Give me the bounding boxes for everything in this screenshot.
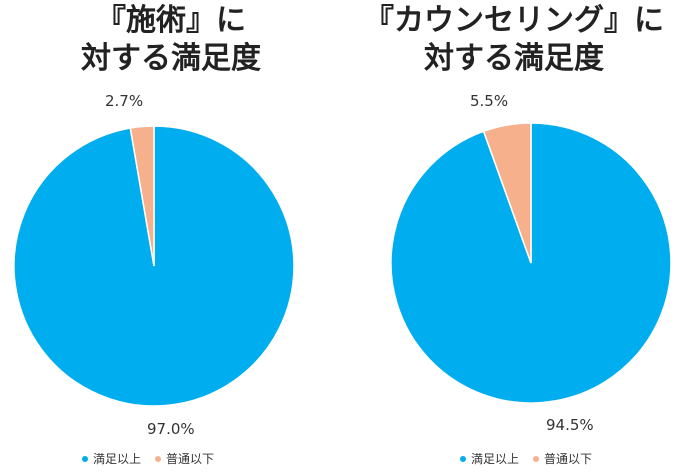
pie-chart-treatment (13, 125, 295, 407)
data-label-below: 5.5% (470, 92, 509, 110)
data-label-below: 2.7% (105, 92, 144, 110)
legend-item-satisfied: 満足以上 (460, 450, 519, 467)
legend-label: 普通以下 (166, 452, 215, 466)
legend: 満足以上 普通以下 (460, 450, 606, 467)
chart-title-line-1: 『カウンセリング』に (364, 3, 664, 38)
legend-label: 満足以上 (93, 452, 142, 466)
legend-swatch-icon (155, 455, 162, 462)
data-label-satisfied: 97.0% (147, 420, 195, 438)
chart-panel-treatment: 『施術』に 対する満足度 2.7% 97.0% 満足以上 普通以下 (0, 0, 342, 475)
legend-label: 普通以下 (544, 452, 593, 466)
legend-swatch-icon (533, 455, 540, 462)
chart-title-line-2: 対する満足度 (81, 41, 261, 76)
legend-item-below: 普通以下 (533, 450, 592, 467)
legend-swatch-icon (82, 455, 88, 462)
legend: 満足以上 普通以下 (82, 450, 228, 467)
legend-label: 満足以上 (471, 452, 520, 466)
legend-swatch-icon (460, 455, 466, 462)
legend-item-below: 普通以下 (155, 450, 214, 467)
legend-item-satisfied: 満足以上 (82, 450, 141, 467)
pie-slice-below (482, 122, 532, 264)
pie-slice-below (129, 125, 155, 267)
pie-chart-counseling (390, 122, 672, 404)
chart-title-line-1: 『施術』に (96, 3, 246, 38)
chart-panel-counseling: 『カウンセリング』に 対する満足度 5.5% 94.5% 満足以上 普通以下 (343, 0, 685, 475)
data-label-satisfied: 94.5% (546, 416, 594, 434)
chart-title-line-2: 対する満足度 (424, 41, 604, 76)
